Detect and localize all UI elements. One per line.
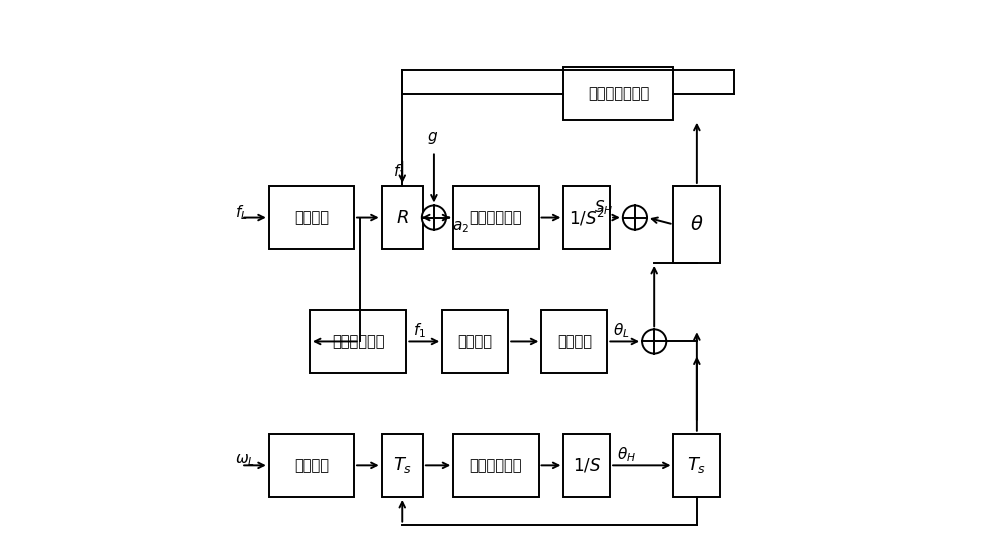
Text: 二阶高通滤波: 二阶高通滤波 — [470, 210, 522, 225]
Bar — [453, 434, 539, 497]
Text: 二阶高通滤波: 二阶高通滤波 — [470, 458, 522, 473]
Bar — [382, 434, 423, 497]
Bar — [442, 310, 508, 373]
Text: 比例限制: 比例限制 — [294, 210, 329, 225]
Text: 比例限制: 比例限制 — [294, 458, 329, 473]
Text: 倾斜协调: 倾斜协调 — [458, 334, 493, 349]
Bar — [563, 434, 610, 497]
Bar — [269, 186, 354, 249]
Text: $g$: $g$ — [427, 130, 438, 146]
Text: $f_1$: $f_1$ — [413, 321, 426, 340]
Bar — [563, 68, 673, 120]
Text: $f_L$: $f_L$ — [235, 204, 247, 222]
Text: $S_H$: $S_H$ — [594, 198, 613, 217]
Text: $a_2$: $a_2$ — [452, 220, 469, 235]
Text: 转速限制: 转速限制 — [557, 334, 592, 349]
Text: $R$: $R$ — [396, 209, 409, 226]
Text: 二阶低通滤波: 二阶低通滤波 — [332, 334, 384, 349]
Text: $\theta_H$: $\theta_H$ — [617, 445, 636, 463]
Bar — [563, 186, 610, 249]
Circle shape — [623, 206, 647, 230]
Text: $f_1$: $f_1$ — [393, 163, 406, 182]
Bar — [382, 186, 423, 249]
Bar — [673, 186, 720, 263]
Circle shape — [642, 329, 666, 353]
Text: 电动缸伸缩变换: 电动缸伸缩变换 — [588, 86, 649, 101]
Text: $1/S^2$: $1/S^2$ — [569, 207, 605, 228]
Text: $\theta$: $\theta$ — [690, 215, 704, 234]
Text: $\omega_L$: $\omega_L$ — [235, 452, 255, 468]
Bar — [541, 310, 607, 373]
Text: $\theta_L$: $\theta_L$ — [613, 321, 629, 340]
Bar — [453, 186, 539, 249]
Bar — [269, 434, 354, 497]
Text: $1/S$: $1/S$ — [573, 456, 601, 475]
Bar — [673, 434, 720, 497]
Text: $T_s$: $T_s$ — [393, 456, 412, 475]
Bar — [310, 310, 406, 373]
Circle shape — [422, 206, 446, 230]
Text: $T_s$: $T_s$ — [687, 456, 707, 475]
